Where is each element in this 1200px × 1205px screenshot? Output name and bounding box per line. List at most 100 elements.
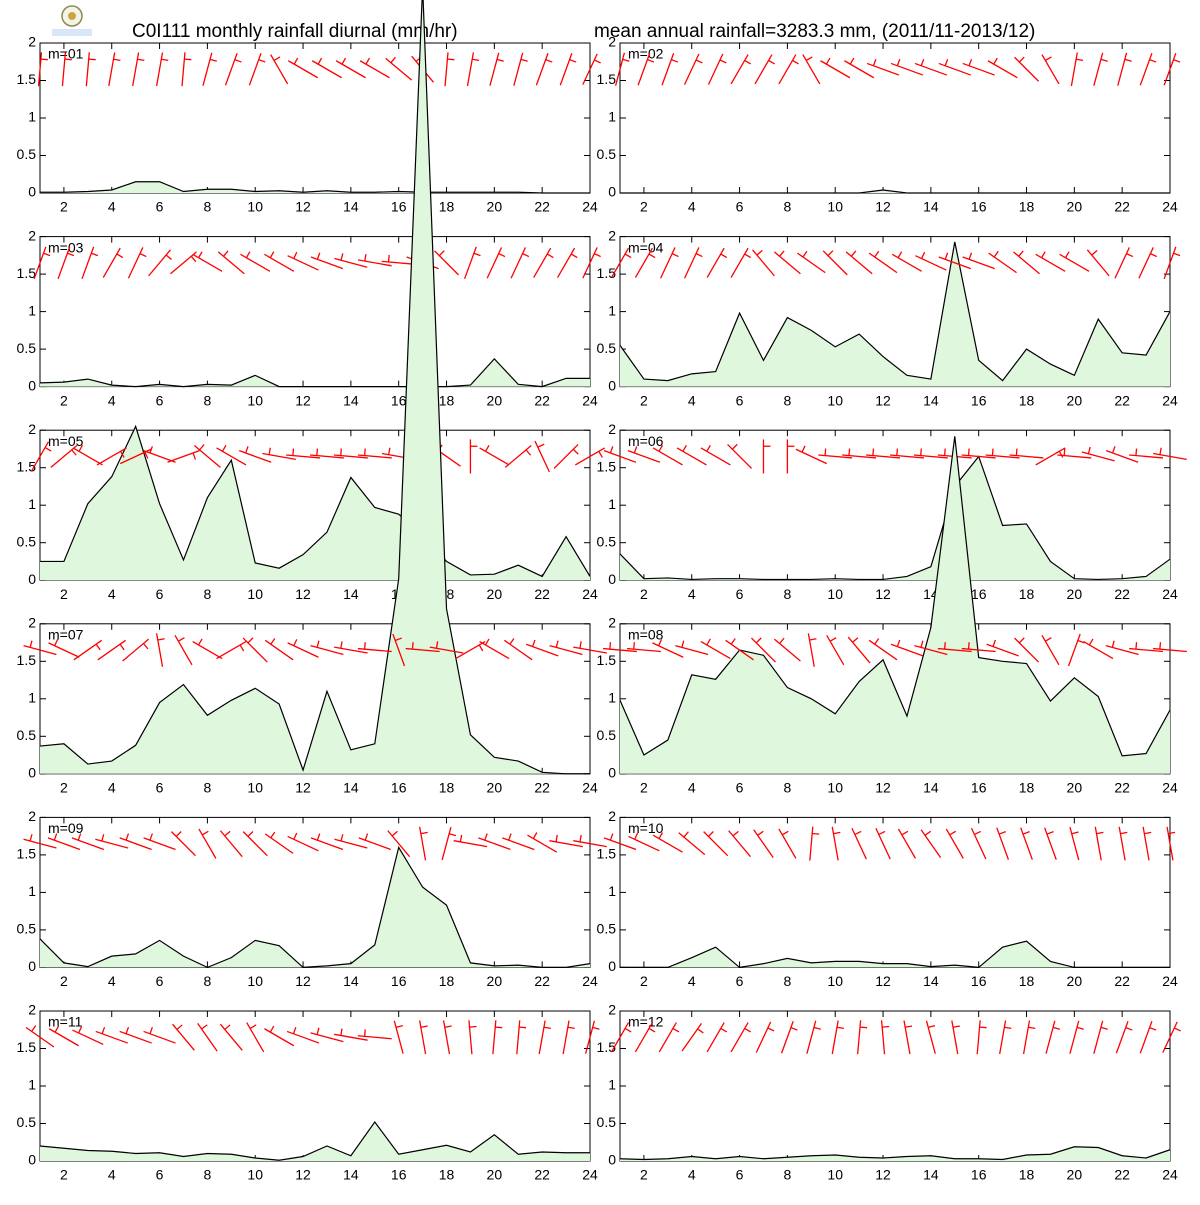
- x-tick-label: 12: [875, 586, 891, 602]
- x-tick-label: 14: [343, 780, 359, 796]
- wind-tick: [1100, 1026, 1108, 1030]
- wind-tick: [317, 57, 323, 65]
- wind-tick: [634, 832, 639, 840]
- wind-staff: [492, 1020, 497, 1055]
- wind-staff: [1129, 454, 1164, 459]
- rain-line: [39, 845, 591, 969]
- wind-tick: [44, 447, 52, 452]
- wind-tick: [707, 831, 714, 837]
- x-tick-label: 4: [108, 586, 116, 602]
- wind-staff: [155, 633, 164, 667]
- wind-tick: [657, 639, 663, 647]
- x-tick-label: 24: [1162, 199, 1178, 215]
- x-tick-label: 24: [582, 199, 598, 215]
- wind-staff: [310, 645, 344, 656]
- wind-staff: [262, 452, 296, 461]
- wind-tick: [992, 639, 997, 647]
- wind-tick: [594, 59, 601, 64]
- x-tick-label: 16: [971, 1167, 987, 1183]
- wind-tick: [555, 834, 558, 842]
- wind-staff: [773, 251, 801, 275]
- x-tick-label: 8: [783, 973, 791, 989]
- wind-staff: [270, 54, 289, 85]
- wind-staff: [533, 247, 552, 278]
- x-tick-label: 8: [203, 586, 211, 602]
- wind-tick: [273, 56, 281, 61]
- wind-tick: [201, 1024, 208, 1030]
- wind-tick: [1120, 831, 1128, 835]
- y-tick-label: 2: [28, 615, 36, 631]
- x-tick-label: 18: [1019, 392, 1035, 408]
- wind-staff: [381, 260, 416, 265]
- x-tick-label: 18: [439, 973, 455, 989]
- wind-staff: [219, 830, 243, 858]
- wind-staff: [683, 247, 700, 279]
- wind-staff: [73, 639, 103, 661]
- panel-label: m=10: [628, 820, 664, 836]
- x-tick-label: 4: [688, 586, 696, 602]
- wind-staff: [441, 827, 452, 861]
- wind-tick: [496, 58, 504, 62]
- x-tick-label: 20: [487, 392, 503, 408]
- wind-tick: [543, 1026, 551, 1030]
- wind-tick: [364, 833, 369, 841]
- x-tick-label: 2: [60, 586, 68, 602]
- wind-staff: [23, 838, 57, 849]
- wind-tick: [197, 638, 203, 646]
- wind-staff: [174, 635, 193, 666]
- wind-tick: [390, 56, 396, 64]
- wind-tick: [732, 830, 739, 837]
- x-tick-label: 20: [1067, 199, 1083, 215]
- wind-staff: [920, 829, 942, 858]
- wind-staff: [419, 826, 427, 861]
- wind-staff: [170, 831, 196, 857]
- wind-staff: [333, 454, 368, 459]
- wind-tick: [905, 1025, 913, 1028]
- wind-staff: [224, 53, 238, 86]
- wind-staff: [392, 633, 406, 667]
- wind-staff: [534, 440, 550, 473]
- wind-staff: [1163, 53, 1177, 86]
- wind-tick: [165, 254, 172, 261]
- y-tick-label: 1: [608, 496, 616, 512]
- wind-staff: [661, 53, 675, 86]
- wind-staff: [334, 646, 368, 654]
- x-tick-label: 4: [108, 780, 116, 796]
- wind-staff: [264, 1028, 295, 1047]
- wind-tick: [472, 58, 480, 62]
- wind-tick: [974, 830, 982, 835]
- y-tick-label: 0.5: [17, 727, 37, 743]
- x-tick-label: 2: [640, 392, 648, 408]
- wind-tick: [144, 451, 149, 459]
- panel-label: m=11: [48, 1014, 83, 1030]
- wind-staff: [240, 253, 271, 272]
- wind-tick: [896, 639, 901, 647]
- wind-staff: [71, 837, 105, 851]
- x-tick-label: 10: [827, 780, 843, 796]
- wind-staff: [248, 53, 262, 86]
- wind-staff: [1014, 637, 1040, 663]
- x-tick-label: 20: [1067, 1167, 1083, 1183]
- wind-staff: [1129, 647, 1164, 653]
- wind-tick: [222, 250, 229, 257]
- wind-staff: [559, 53, 573, 86]
- panel-label: m=12: [628, 1014, 664, 1030]
- wind-tick: [1125, 1027, 1133, 1031]
- wind-staff: [1044, 827, 1057, 860]
- wind-staff: [72, 1029, 104, 1046]
- wind-tick: [509, 638, 515, 645]
- wind-staff: [703, 831, 729, 857]
- wind-tick: [116, 253, 124, 259]
- wind-staff: [582, 247, 598, 279]
- wind-staff: [122, 638, 150, 662]
- wind-staff: [357, 1035, 392, 1040]
- rain-line: [40, 181, 590, 194]
- rain-line: [619, 436, 1171, 757]
- wind-tick: [658, 444, 664, 452]
- wind-tick: [139, 253, 147, 258]
- wind-staff: [538, 1020, 546, 1055]
- x-tick-label: 16: [391, 1167, 407, 1183]
- wind-tick: [768, 59, 775, 65]
- wind-staff: [938, 62, 971, 76]
- rain-area: [40, 1122, 590, 1161]
